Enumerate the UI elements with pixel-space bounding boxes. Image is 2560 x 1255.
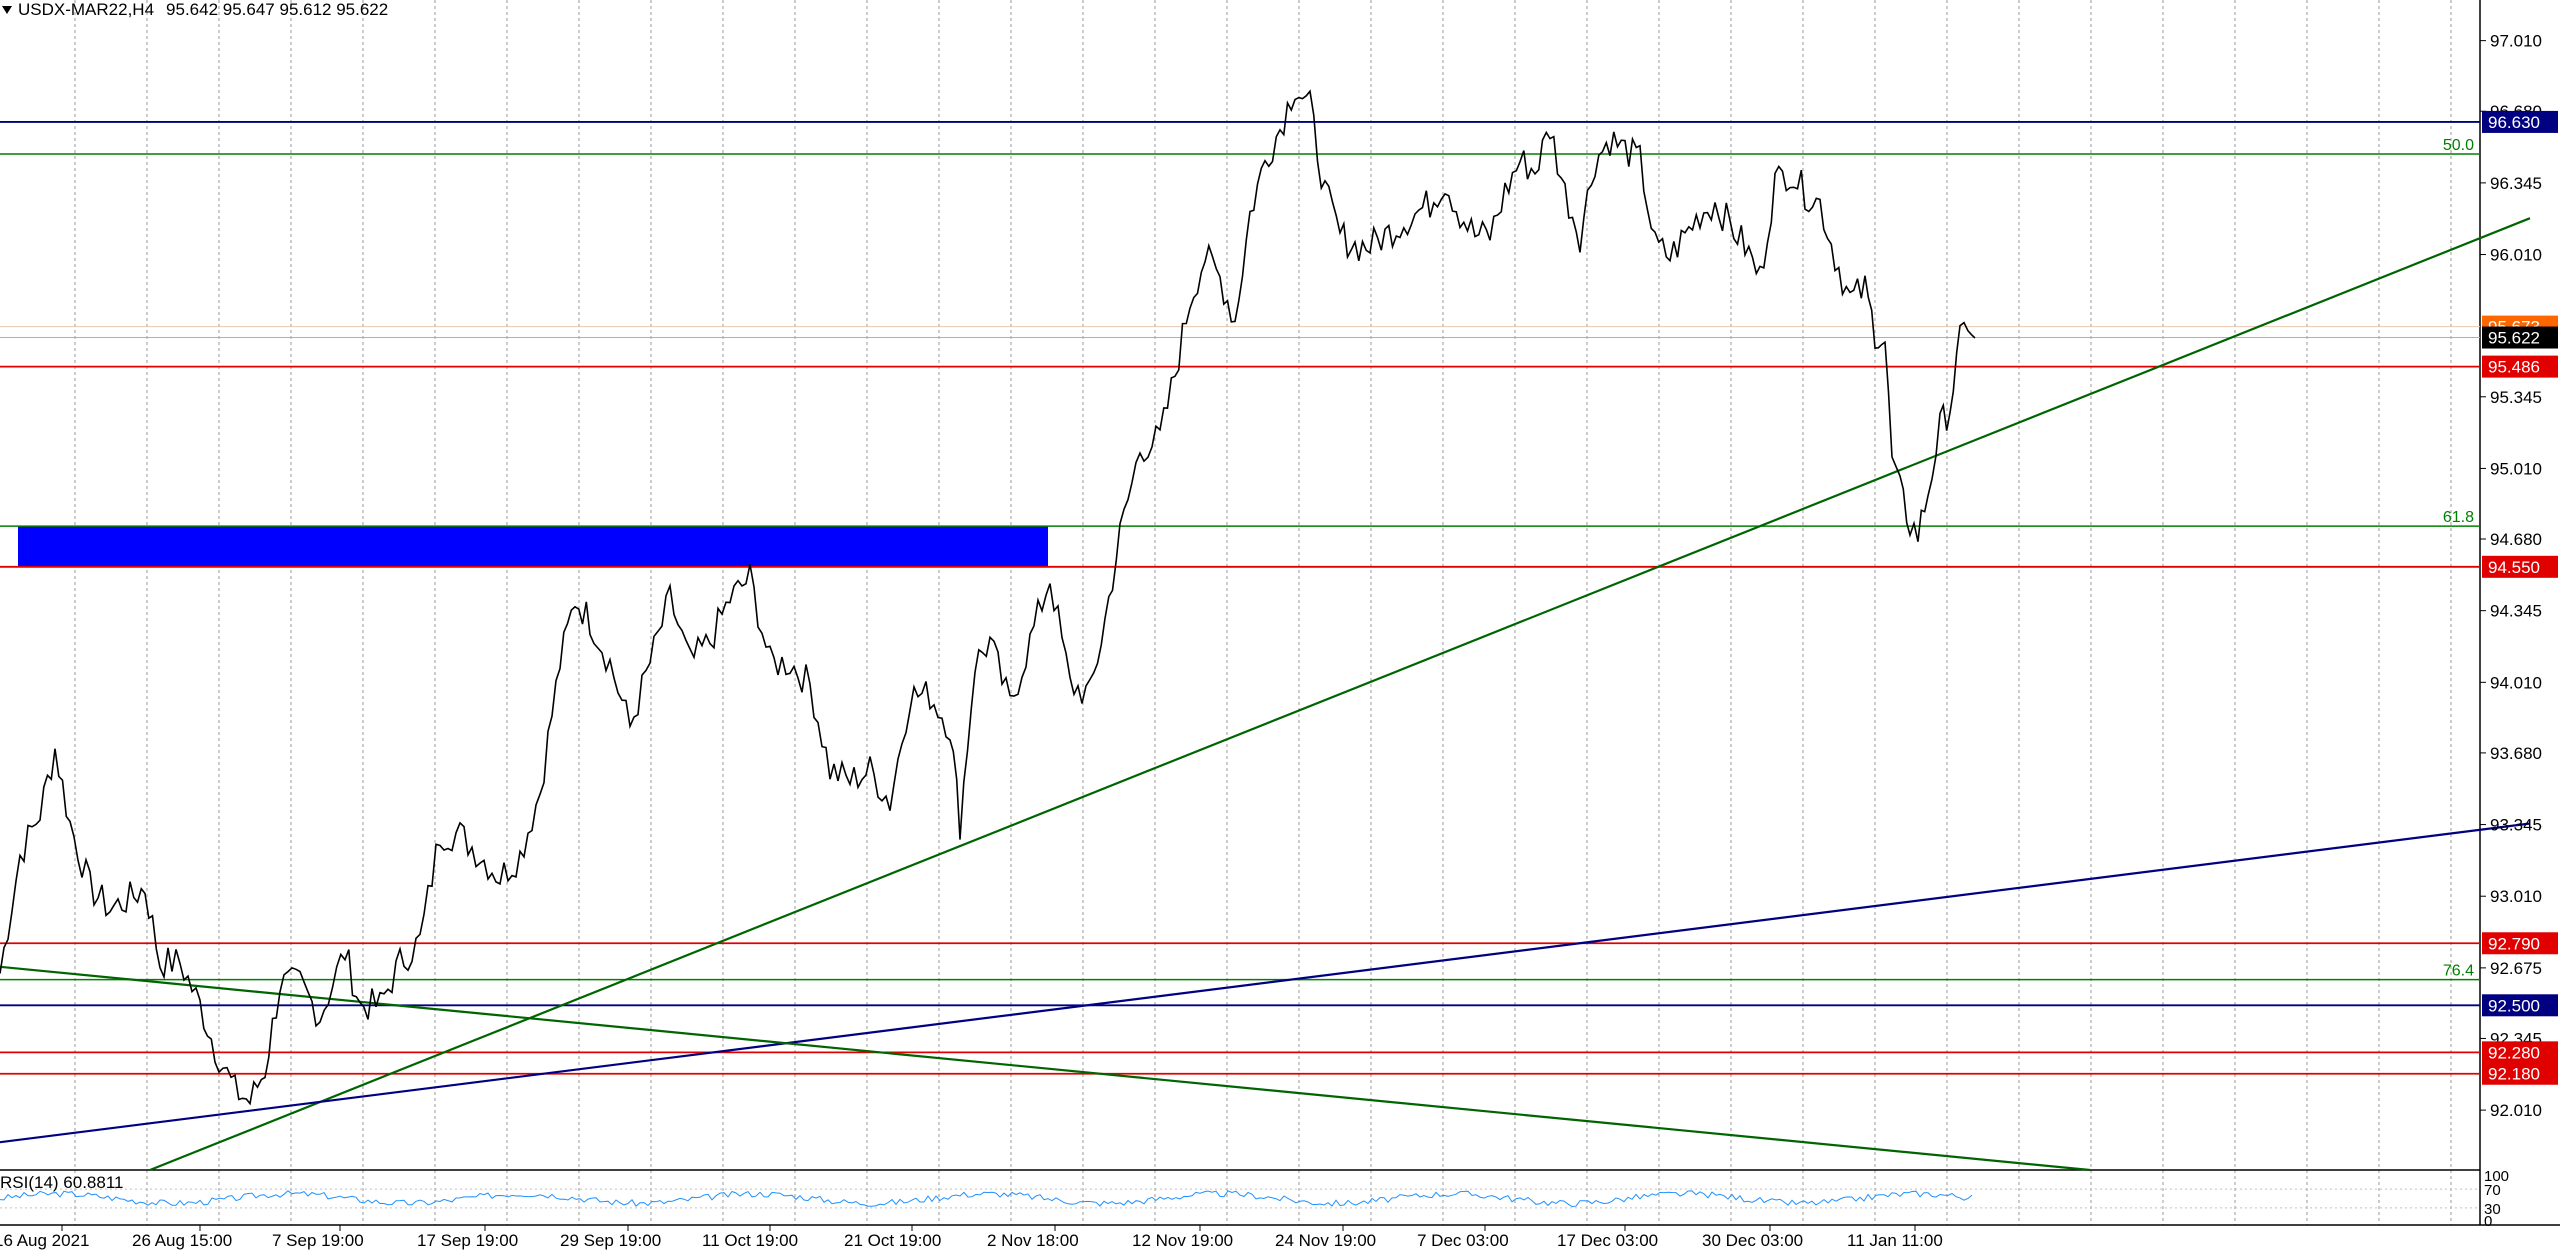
price-tick-label: 94.010	[2490, 673, 2542, 692]
time-tick-label: 24 Nov 19:00	[1275, 1231, 1376, 1250]
price-tick-label: 95.345	[2490, 388, 2542, 407]
time-tick-label: 26 Aug 15:00	[132, 1231, 232, 1250]
time-tick-label: 2 Nov 18:00	[987, 1231, 1079, 1250]
symbol-label: USDX-MAR22,H4	[18, 0, 155, 19]
price-tick-label: 94.345	[2490, 602, 2542, 621]
level-price-label-box	[2482, 1062, 2558, 1085]
level-price-label: 92.180	[2488, 1065, 2540, 1084]
time-tick-label: 7 Dec 03:00	[1417, 1231, 1509, 1250]
price-tick-label: 96.010	[2490, 246, 2542, 265]
grid-layer	[0, 0, 2560, 1226]
fibonacci-level-label: 61.8	[2443, 509, 2474, 526]
fibonacci-level-label: 76.4	[2443, 963, 2474, 980]
level-price-label: 92.280	[2488, 1043, 2540, 1062]
level-price-label: 92.500	[2488, 996, 2540, 1015]
price-tick-label: 94.680	[2490, 530, 2542, 549]
price-tick-label: 93.345	[2490, 816, 2542, 835]
current-price-label: 95.622	[2488, 329, 2540, 348]
price-tick-label: 92.675	[2490, 959, 2542, 978]
time-tick-label: 30 Dec 03:00	[1702, 1231, 1803, 1250]
time-tick-label: 11 Oct 19:00	[702, 1231, 798, 1250]
level-price-label: 94.550	[2488, 558, 2540, 577]
level-price-label: 96.630	[2488, 113, 2540, 132]
chart-header: USDX-MAR22,H4 95.642 95.647 95.612 95.62…	[0, 0, 388, 20]
price-tick-label: 97.010	[2490, 32, 2542, 51]
trendline	[0, 965, 2091, 1172]
current-price-label-box	[2482, 326, 2558, 349]
price-tick-label: 95.010	[2490, 459, 2542, 478]
level-price-label-box	[2482, 110, 2558, 133]
trendlines-layer	[0, 217, 2531, 1172]
time-tick-label: 7 Sep 19:00	[272, 1231, 364, 1250]
price-series-layer	[0, 89, 1976, 1106]
trendline	[0, 822, 2531, 1144]
supply-zone-rect	[18, 526, 1048, 567]
time-tick-label: 16 Aug 2021	[0, 1231, 89, 1250]
price-tick-label: 92.010	[2490, 1101, 2542, 1120]
fibonacci-level-label: 50.0	[2443, 137, 2474, 154]
horizontal-lines-layer: 50.0 61.8 76.4	[0, 121, 2480, 1075]
time-tick-label: 17 Sep 19:00	[417, 1231, 518, 1250]
level-price-label-box	[2482, 1041, 2558, 1064]
rsi-series	[0, 1190, 1973, 1208]
price-series	[0, 89, 1976, 1106]
rsi-scale-label: 0	[2484, 1213, 2492, 1230]
level-price-label-box	[2482, 355, 2558, 378]
level-price-label-box	[2482, 555, 2558, 578]
triangle-down-icon[interactable]	[2, 6, 12, 14]
rsi-scale-label: 30	[2484, 1201, 2501, 1218]
time-tick-label: 29 Sep 19:00	[560, 1231, 661, 1250]
rsi-label: RSI(14) 60.8811	[0, 1173, 123, 1192]
price-tick-label: 93.010	[2490, 887, 2542, 906]
price-tick-label: 96.345	[2490, 174, 2542, 193]
time-tick-label: 12 Nov 19:00	[1132, 1231, 1233, 1250]
time-axis-layer: 16 Aug 2021 26 Aug 15:00 7 Sep 19:00 17 Sep…	[0, 1225, 1943, 1250]
time-tick-label: 21 Oct 19:00	[844, 1231, 941, 1250]
time-tick-label: 17 Dec 03:00	[1557, 1231, 1658, 1250]
level-price-label: 92.790	[2488, 934, 2540, 953]
level-price-label: 95.486	[2488, 358, 2540, 377]
rsi-scale-label: 100	[2484, 1168, 2509, 1185]
time-tick-label: 11 Jan 11:00	[1847, 1231, 1943, 1250]
ohlc-label: 95.642 95.647 95.612 95.622	[166, 0, 389, 19]
zone-layer	[18, 526, 1048, 567]
level-price-label-box	[2482, 932, 2558, 955]
level-price-label-box	[2482, 994, 2558, 1017]
trendline	[149, 217, 2531, 1172]
rsi-scale-label: 70	[2484, 1182, 2501, 1199]
price-axis-layer: 97.01096.68096.34596.01095.34595.01094.6…	[2480, 32, 2558, 1120]
price-tick-label: 93.680	[2490, 744, 2542, 763]
